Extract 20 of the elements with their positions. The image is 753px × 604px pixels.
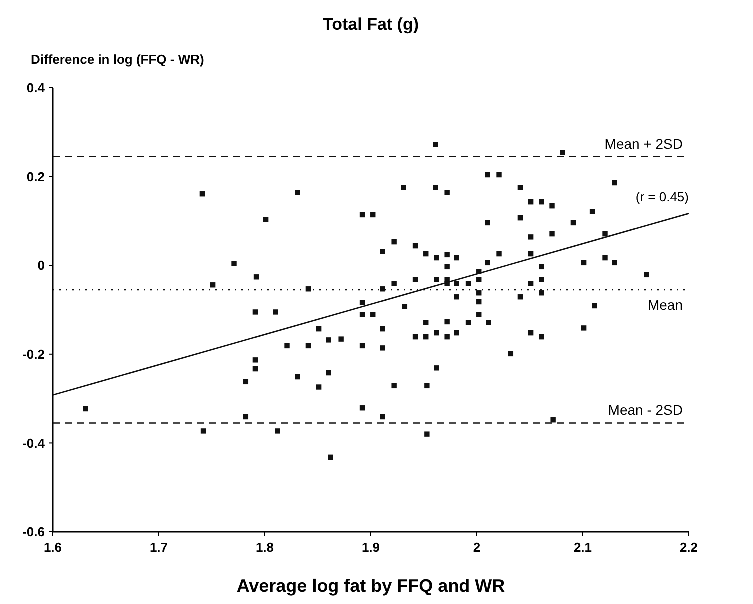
ref-line-label: Mean + 2SD: [604, 136, 683, 152]
y-tick-label: 0: [38, 258, 45, 274]
x-tick-label: 1.7: [150, 540, 168, 555]
y-tick-label: -0.6: [22, 524, 45, 540]
y-tick-label: -0.4: [22, 436, 46, 451]
x-axis-title: Average log fat by FFQ and WR: [236, 576, 506, 596]
ref-line-label: Mean: [648, 297, 683, 314]
y-tick-label: -0.2: [22, 346, 45, 362]
x-tick-label: 2.1: [574, 540, 592, 555]
ref-line-label: Mean - 2SD: [608, 402, 683, 418]
chart-title: Total Fat (g): [323, 15, 419, 34]
x-tick-label: 1.9: [362, 540, 380, 555]
x-tick-label: 1.8: [256, 540, 274, 555]
x-tick-label: 1.6: [44, 540, 62, 555]
x-tick-label: 2: [473, 540, 481, 555]
x-tick-label: 2.2: [680, 540, 698, 555]
y-tick-label: 0.4: [26, 80, 46, 96]
annotation: (r = 0.45): [636, 190, 689, 205]
y-axis-title: Difference in log (FFQ - WR): [31, 52, 204, 67]
y-tick-label: 0.2: [26, 169, 45, 184]
